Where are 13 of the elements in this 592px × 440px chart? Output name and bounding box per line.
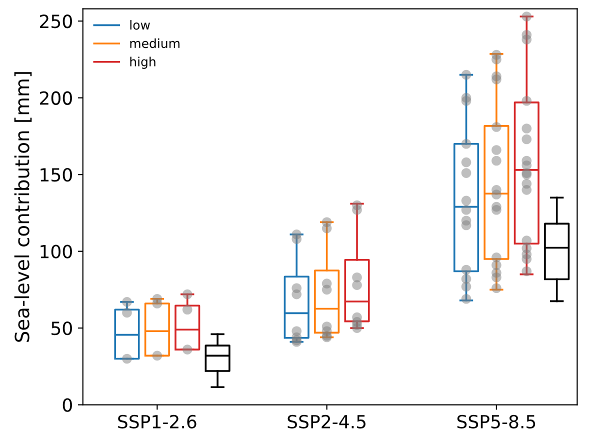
y-tick-label: 250 (40, 14, 72, 28)
y-tick-label: 0 (62, 398, 72, 412)
y-axis-title: Sea-level contribution [mm] (14, 72, 32, 342)
y-tick-label: 50 (52, 322, 72, 336)
y-tick-label: 200 (40, 91, 72, 105)
x-tick-label: SSP5-8.5 (457, 414, 536, 428)
y-tick-label: 150 (40, 168, 72, 182)
x-tick-label: SSP2-4.5 (288, 414, 366, 428)
legend-label: low (130, 20, 150, 30)
legend-label: high (130, 56, 156, 69)
x-tick-label: SSP1-2.6 (118, 414, 196, 428)
legend-label: medium (130, 38, 180, 48)
y-tick-label: 100 (40, 244, 72, 258)
